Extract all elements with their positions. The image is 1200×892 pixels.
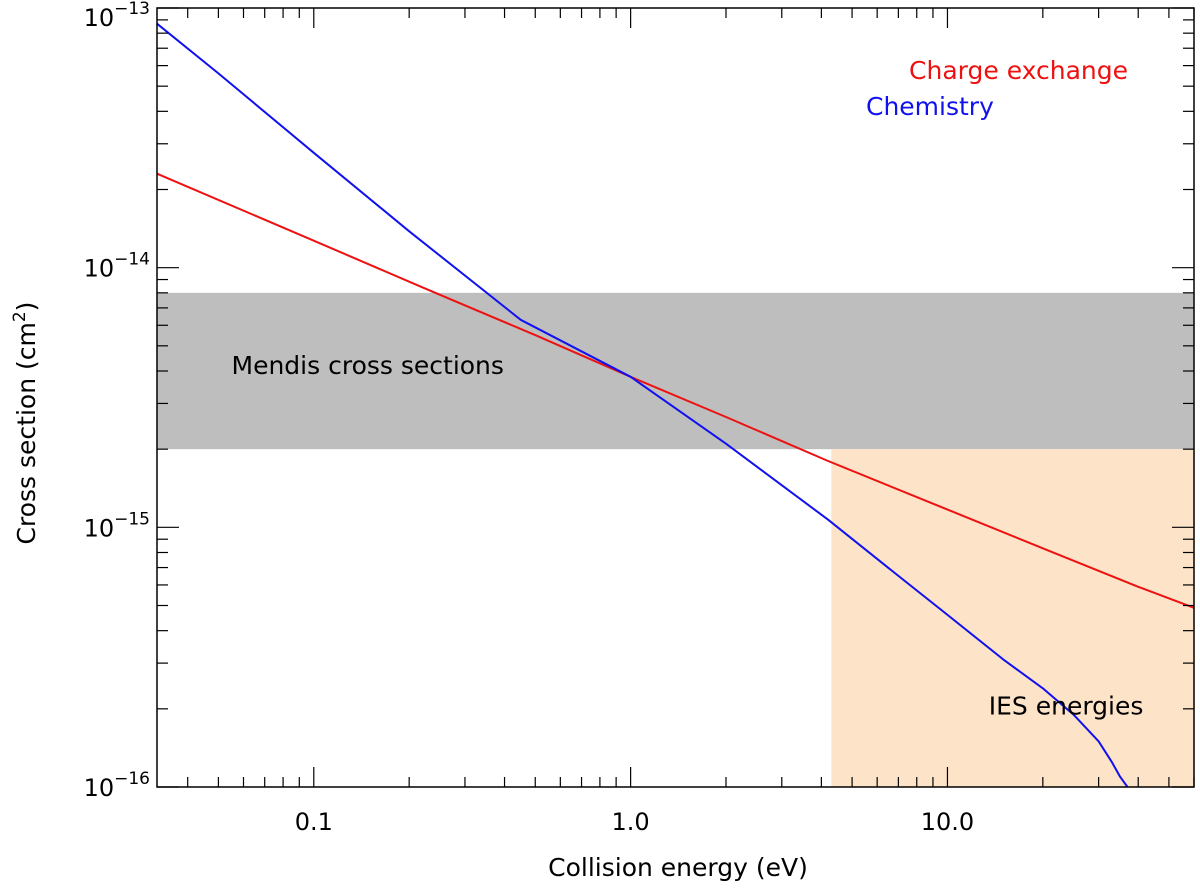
x-tick-label: 0.1 — [295, 808, 333, 836]
y-tick-label-base: 10 — [84, 4, 115, 32]
shaded-regions — [157, 292, 1194, 787]
x-tick-label: 1.0 — [612, 808, 650, 836]
y-axis-title: Cross section (cm2) — [10, 302, 41, 545]
legend-chemistry: Chemistry — [866, 92, 994, 121]
region-label-mendis-cross-sections: Mendis cross sections — [232, 351, 504, 380]
y-tick-label-exponent: −14 — [114, 250, 150, 270]
y-tick-label-base: 10 — [84, 255, 115, 283]
y-axis-title-close: ) — [12, 302, 41, 312]
y-tick-label: 10−16 — [84, 769, 150, 802]
y-tick-label-exponent: −15 — [114, 509, 150, 529]
region-mendis-cross-sections — [157, 292, 1194, 450]
y-axis-title-text: Cross section (cm — [12, 322, 41, 544]
legend: Charge exchange Chemistry — [866, 56, 1128, 121]
axis-ticks — [157, 7, 1195, 788]
series-line-charge-exchange — [156, 172, 1195, 609]
y-axis-title-superscript: 2 — [10, 311, 30, 322]
data-series — [156, 22, 1195, 788]
y-tick-label: 10−15 — [84, 509, 150, 542]
y-tick-label: 10−13 — [84, 0, 150, 32]
region-label-ies-energies: IES energies — [989, 692, 1144, 721]
region-ies-energies — [831, 449, 1194, 787]
legend-charge-exchange: Charge exchange — [909, 56, 1128, 85]
x-tick-label: 10.0 — [921, 808, 974, 836]
y-tick-label-exponent: −16 — [114, 769, 150, 789]
y-tick-label-base: 10 — [84, 514, 115, 542]
plot-frame — [156, 7, 1195, 788]
x-axis-title: Collision energy (eV) — [548, 853, 808, 882]
y-tick-label-exponent: −13 — [114, 0, 150, 19]
region-labels: Mendis cross sections IES energies — [232, 351, 1144, 721]
y-tick-label-base: 10 — [84, 774, 115, 802]
series-line-chemistry — [156, 22, 1129, 788]
y-tick-label: 10−14 — [84, 250, 150, 283]
